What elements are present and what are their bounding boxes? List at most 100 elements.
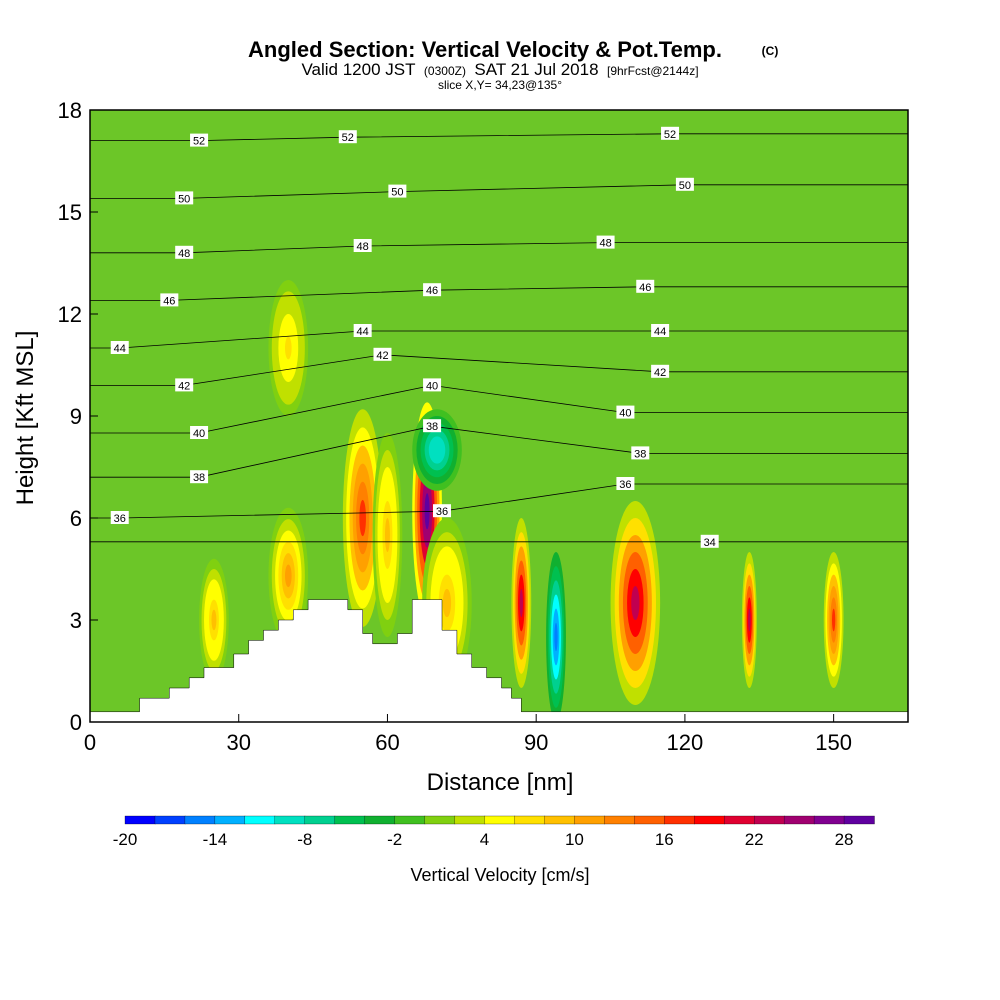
svg-text:42: 42: [178, 380, 190, 392]
colorbar-swatch-15: [574, 815, 606, 825]
contour-label-44: 44: [110, 341, 129, 355]
colorbar-swatch-21: [754, 815, 785, 825]
colorbar-swatch-1: [154, 815, 186, 825]
svg-text:36: 36: [114, 513, 126, 525]
terrain-mask: [90, 599, 908, 722]
svg-text:52: 52: [664, 129, 676, 141]
contour-label-34: 34: [700, 534, 719, 549]
colorbar-tick-16: 16: [655, 830, 674, 849]
x-tick-90: 90: [524, 714, 548, 755]
svg-text:44: 44: [114, 343, 126, 355]
svg-text:38: 38: [426, 421, 438, 433]
chart-title: Angled Section: Vertical Velocity & Pot.…: [248, 37, 722, 62]
contour-label-52: 52: [190, 133, 209, 148]
colorbar-swatch-0: [124, 815, 156, 825]
y-tick-3: 3: [70, 608, 98, 633]
contour-label-42: 42: [651, 364, 670, 379]
velocity-cell-1: [384, 518, 390, 552]
contour-label-50: 50: [388, 184, 407, 199]
colorbar-tick--14: -14: [203, 830, 228, 849]
y-tick-0: 0: [70, 710, 98, 735]
colorbar-swatch-12: [484, 815, 516, 825]
velocity-cell-3: [442, 588, 452, 618]
contour-label-48: 48: [175, 245, 194, 260]
velocity-cell-7: [748, 608, 751, 632]
plot-area: 52 52 52 50 50 50 48 48 48 46 46 46 44 44 44 42 42 42 40 40…: [90, 110, 908, 722]
contour-labels: 52 52 52 50 50 50 48 48 48 46 46 46 44 44 44 42 42 42 40 40…: [110, 126, 719, 549]
y-tick-15: 15: [58, 200, 98, 225]
colorbar-swatch-10: [424, 815, 456, 825]
svg-text:12: 12: [58, 302, 82, 327]
velocity-cell-8: [831, 608, 836, 632]
colorbar-swatch-17: [634, 815, 665, 825]
svg-text:6: 6: [70, 506, 82, 531]
svg-text:9: 9: [70, 404, 82, 429]
colorbar-tick-28: 28: [835, 830, 854, 849]
contour-label-40: 40: [190, 426, 209, 440]
velocity-cell-0: [359, 499, 366, 537]
colorbar-swatch-14: [544, 815, 576, 825]
x-axis-ticks: 0 30 60 90 120 150: [84, 714, 852, 755]
colorbar-tick-10: 10: [565, 830, 584, 849]
svg-text:44: 44: [654, 326, 666, 338]
colorbar-swatch-3: [214, 815, 246, 825]
colorbar-ticks: -20 -14 -8 -2 4 10 16 22 28: [113, 830, 854, 849]
contour-label-50: 50: [175, 191, 194, 205]
y-tick-18: 18: [58, 98, 98, 123]
y-tick-9: 9: [70, 404, 98, 429]
colorbar-tick--20: -20: [113, 830, 138, 849]
contour-label-36: 36: [110, 511, 129, 525]
y-tick-12: 12: [58, 302, 98, 327]
svg-text:50: 50: [178, 193, 190, 205]
svg-text:46: 46: [426, 285, 438, 297]
svg-text:150: 150: [815, 730, 852, 755]
valid-date: SAT 21 Jul 2018: [474, 60, 598, 79]
svg-text:3: 3: [70, 608, 82, 633]
colorbar-swatch-4: [244, 815, 276, 825]
colorbar-swatch-18: [664, 815, 695, 825]
contour-label-38: 38: [423, 419, 442, 433]
velocity-cell-12: [432, 443, 442, 457]
velocity-cell-11: [284, 336, 292, 360]
svg-text:52: 52: [342, 132, 354, 144]
svg-text:44: 44: [357, 326, 369, 338]
svg-text:50: 50: [391, 187, 403, 199]
contour-label-38: 38: [190, 470, 209, 484]
svg-text:34: 34: [704, 537, 716, 549]
svg-text:40: 40: [619, 408, 631, 420]
svg-text:120: 120: [667, 730, 704, 755]
slice-label: slice X,Y= 34,23@135°: [438, 78, 562, 92]
contour-label-36: 36: [616, 477, 635, 491]
colorbar-tick--2: -2: [387, 830, 402, 849]
velocity-cell-6: [631, 586, 640, 620]
contour-label-42: 42: [373, 347, 392, 362]
x-tick-120: 120: [667, 714, 704, 755]
svg-text:42: 42: [376, 350, 388, 362]
svg-text:52: 52: [193, 136, 205, 148]
svg-text:50: 50: [679, 180, 691, 192]
svg-text:40: 40: [193, 428, 205, 440]
colorbar-swatch-20: [724, 815, 755, 825]
contour-label-46: 46: [423, 283, 442, 297]
velocity-cell-9: [284, 564, 292, 588]
x-tick-0: 0: [84, 714, 96, 755]
velocity-cell-4: [519, 588, 523, 618]
valid-utc: (0300Z): [424, 64, 466, 78]
velocity-cell-5: [554, 622, 558, 652]
y-axis-ticks: 0 3 6 9 12 15 18: [58, 98, 98, 735]
colorbar-tick-4: 4: [480, 830, 489, 849]
contour-label-44: 44: [353, 324, 372, 338]
svg-text:46: 46: [163, 295, 175, 307]
colorbar-swatch-16: [604, 815, 635, 825]
x-tick-60: 60: [375, 714, 400, 755]
x-tick-30: 30: [226, 714, 251, 755]
contour-label-36: 36: [432, 504, 451, 518]
svg-text:36: 36: [436, 506, 448, 518]
contour-label-46: 46: [636, 279, 655, 294]
contour-label-52: 52: [338, 130, 357, 144]
svg-text:38: 38: [634, 448, 646, 460]
svg-text:38: 38: [193, 472, 205, 484]
colorbar-swatch-8: [364, 815, 396, 825]
colorbar-swatch-11: [454, 815, 486, 825]
contour-label-44: 44: [651, 324, 670, 338]
